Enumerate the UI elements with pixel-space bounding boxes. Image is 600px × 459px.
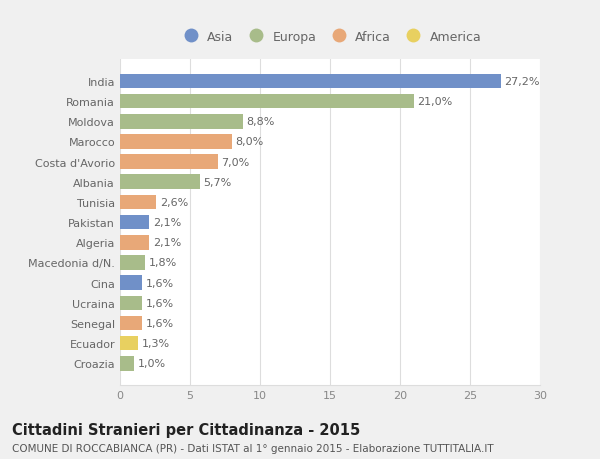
Bar: [120, 235, 149, 250]
Text: 2,6%: 2,6%: [160, 197, 188, 207]
Text: 21,0%: 21,0%: [418, 97, 453, 107]
Bar: [120, 356, 134, 371]
Text: 1,8%: 1,8%: [149, 258, 177, 268]
Bar: [120, 336, 138, 351]
Text: 1,6%: 1,6%: [146, 298, 174, 308]
Text: 1,3%: 1,3%: [142, 338, 170, 348]
Bar: [120, 276, 142, 290]
Text: 5,7%: 5,7%: [203, 177, 232, 187]
Bar: [120, 155, 218, 169]
Bar: [120, 215, 149, 230]
Text: 2,1%: 2,1%: [153, 238, 181, 248]
Text: 8,8%: 8,8%: [247, 117, 275, 127]
Bar: [120, 175, 200, 190]
Text: 1,6%: 1,6%: [146, 318, 174, 328]
Bar: [120, 74, 501, 89]
Bar: [120, 135, 232, 149]
Text: 1,0%: 1,0%: [137, 358, 166, 369]
Bar: [120, 115, 243, 129]
Bar: [120, 296, 142, 310]
Text: 7,0%: 7,0%: [221, 157, 250, 167]
Text: 2,1%: 2,1%: [153, 218, 181, 228]
Text: 27,2%: 27,2%: [504, 77, 540, 87]
Text: COMUNE DI ROCCABIANCA (PR) - Dati ISTAT al 1° gennaio 2015 - Elaborazione TUTTIT: COMUNE DI ROCCABIANCA (PR) - Dati ISTAT …: [12, 443, 494, 453]
Bar: [120, 95, 414, 109]
Text: 8,0%: 8,0%: [235, 137, 264, 147]
Text: Cittadini Stranieri per Cittadinanza - 2015: Cittadini Stranieri per Cittadinanza - 2…: [12, 422, 360, 437]
Bar: [120, 195, 157, 210]
Bar: [120, 316, 142, 330]
Text: 1,6%: 1,6%: [146, 278, 174, 288]
Bar: [120, 256, 145, 270]
Legend: Asia, Europa, Africa, America: Asia, Europa, Africa, America: [175, 27, 485, 47]
